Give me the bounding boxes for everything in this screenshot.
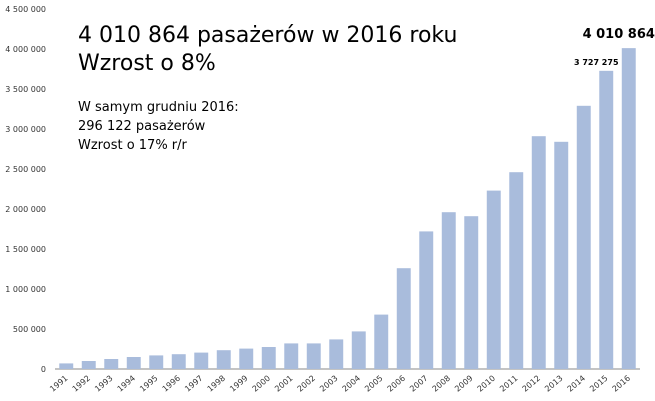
bar-2007 <box>419 231 434 369</box>
x-tick-label: 1993 <box>93 374 114 394</box>
x-tick-label: 2010 <box>476 374 497 394</box>
x-tick-label: 2013 <box>543 374 564 394</box>
bar-2011 <box>509 172 524 369</box>
x-tick-label: 1994 <box>116 374 137 394</box>
headline: 4 010 864 pasażerów w 2016 roku Wzrost o… <box>78 22 457 78</box>
y-tick-label: 3 000 000 <box>5 125 46 134</box>
x-tick-label: 2003 <box>318 374 339 394</box>
bar-1998 <box>216 350 231 369</box>
x-tick-label: 2015 <box>588 374 609 394</box>
bar-1997 <box>194 352 209 369</box>
bar-1999 <box>239 348 254 369</box>
x-tick-label: 2008 <box>431 374 452 394</box>
x-tick-label: 1996 <box>161 374 182 394</box>
y-tick-label: 2 000 000 <box>5 205 46 214</box>
data-label-2015: 3 727 275 <box>574 58 619 67</box>
headline-total: 4 010 864 pasażerów w 2016 roku <box>78 23 458 48</box>
y-tick-label: 4 500 000 <box>5 5 46 14</box>
y-tick-label: 4 000 000 <box>5 45 46 54</box>
y-tick-label: 2 500 000 <box>5 165 46 174</box>
bar-2016 <box>621 48 636 369</box>
bar-2012 <box>531 136 546 369</box>
bar-1993 <box>104 359 119 369</box>
x-axis: 1991 1992 1993 1994 1995 1996 1997 1998 1999 2000… <box>48 374 632 394</box>
bar-2008 <box>441 212 456 369</box>
bar-1991 <box>59 363 74 369</box>
bar-2001 <box>284 343 299 369</box>
note-growth: Wzrost o 17% r/r <box>78 138 187 153</box>
bar-2015 <box>599 70 614 370</box>
data-label-2016: 4 010 864 <box>583 27 655 42</box>
x-tick-label: 1997 <box>183 374 204 394</box>
x-tick-label: 2005 <box>363 374 384 394</box>
y-tick-label: 3 500 000 <box>5 85 46 94</box>
y-tick-label: 1 500 000 <box>5 245 46 254</box>
x-tick-label: 1999 <box>228 374 249 394</box>
bar-2002 <box>306 343 321 369</box>
x-tick-label: 2012 <box>521 374 542 394</box>
x-tick-label: 2014 <box>566 374 587 394</box>
x-tick-label: 2000 <box>251 374 272 394</box>
x-tick-label: 1991 <box>48 374 69 394</box>
bar-2005 <box>374 314 389 369</box>
bar-2014 <box>576 105 591 370</box>
bar-2006 <box>396 268 411 369</box>
note-passengers: 296 122 pasażerów <box>78 119 206 134</box>
bars <box>59 48 636 370</box>
x-tick-label: 2009 <box>453 374 474 394</box>
x-tick-label: 2006 <box>386 374 407 394</box>
note-heading: W samym grudniu 2016: <box>78 100 239 115</box>
bar-1992 <box>81 361 96 369</box>
bar-2009 <box>464 216 479 369</box>
x-tick-label: 1995 <box>138 374 159 394</box>
bar-2010 <box>486 190 501 369</box>
x-tick-label: 2011 <box>498 374 519 394</box>
y-tick-label: 500 000 <box>13 325 46 334</box>
x-tick-label: 2016 <box>611 374 632 394</box>
x-tick-label: 2002 <box>296 374 317 394</box>
bar-2000 <box>261 347 276 369</box>
bar-2013 <box>554 141 569 369</box>
y-tick-label: 0 <box>41 365 46 374</box>
bar-1996 <box>171 354 186 369</box>
x-tick-label: 2004 <box>341 374 362 394</box>
bar-1994 <box>126 357 141 369</box>
bar-2003 <box>329 339 344 369</box>
december-note: W samym grudniu 2016: 296 122 pasażerów … <box>78 98 239 155</box>
x-tick-label: 1992 <box>71 374 92 394</box>
data-labels: 3 727 275 4 010 864 <box>574 27 655 67</box>
x-tick-label: 2001 <box>273 374 294 394</box>
bar-2004 <box>351 331 366 369</box>
headline-growth: Wzrost o 8% <box>78 51 216 76</box>
bar-1995 <box>149 355 164 369</box>
x-tick-label: 1998 <box>206 374 227 394</box>
x-tick-label: 2007 <box>408 374 429 394</box>
y-tick-label: 1 000 000 <box>5 285 46 294</box>
